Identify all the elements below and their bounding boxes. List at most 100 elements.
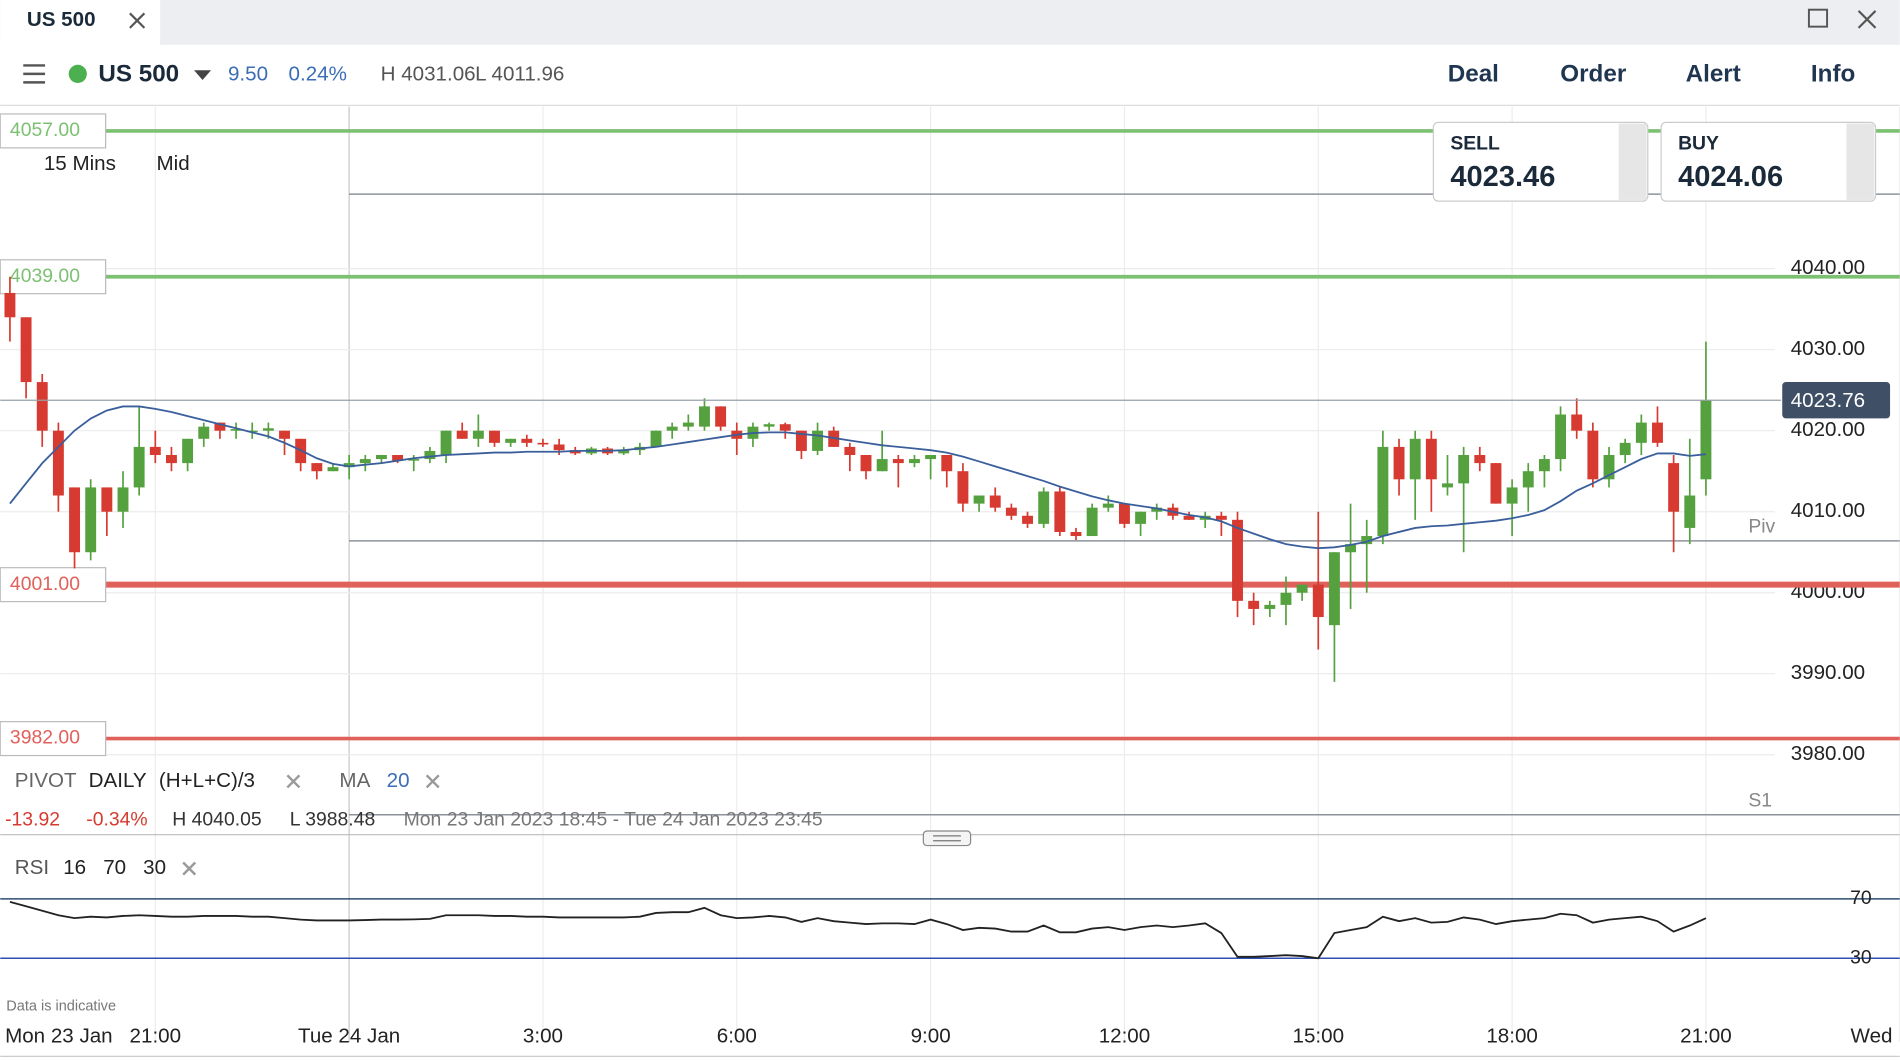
candle-body	[230, 429, 242, 431]
sell-button[interactable]	[1432, 121, 1649, 202]
candle-body	[1264, 604, 1276, 609]
candle-body	[1684, 495, 1696, 528]
range-change: -13.92	[5, 808, 60, 830]
candle-body	[892, 459, 904, 464]
time-axis: 21:00 Tue 24 Jan 3:00 6:00 9:00 12:00 15:00 18:…	[5, 1024, 1892, 1047]
range-dates: Mon 23 Jan 2023 18:45 - Tue 24 Jan 2023 …	[404, 808, 823, 830]
pivot-period: DAILY	[89, 769, 147, 792]
candle-body	[618, 450, 630, 454]
candle-body	[699, 406, 710, 427]
menu-icon[interactable]	[23, 64, 46, 84]
candle-body	[279, 430, 290, 439]
level-label-box[interactable]	[0, 259, 107, 295]
remove-pivot[interactable]	[286, 774, 301, 789]
level-label-box[interactable]	[0, 721, 107, 757]
range-low: L 3988.48	[290, 808, 375, 830]
maximize[interactable]	[1807, 8, 1829, 28]
x-tick-label: Tue 24 Jan	[298, 1024, 400, 1047]
menu-alert[interactable]: Alert	[1686, 60, 1741, 87]
candle-body	[1135, 511, 1147, 524]
candle-body	[343, 463, 355, 468]
price-panel: 3980.003990.004000.004010.004020.004030.…	[0, 106, 1900, 1042]
candle-body	[553, 444, 565, 451]
candle-body	[1700, 400, 1712, 480]
buy-button[interactable]	[1660, 121, 1877, 202]
candle-body	[101, 487, 113, 512]
remove-ma[interactable]	[425, 774, 440, 789]
level-label-box[interactable]	[0, 567, 107, 603]
menu-info[interactable]: Info	[1811, 60, 1855, 87]
candle-body	[1151, 507, 1163, 512]
y-tick-label: 4040.00	[1791, 256, 1865, 279]
grip-lines	[933, 835, 961, 842]
day-low: L 4011.96	[475, 63, 564, 86]
pivot-label: PIVOT	[15, 769, 77, 792]
candle-body	[666, 426, 678, 431]
last-price-label: 4023.76	[1791, 389, 1865, 412]
resize-grip[interactable]	[922, 830, 972, 847]
close-window[interactable]	[1857, 10, 1877, 29]
range-change-pct: -0.34%	[86, 808, 147, 830]
candle-body	[1458, 455, 1470, 484]
candle-body	[763, 424, 775, 427]
interval[interactable]: 15 Mins	[44, 152, 116, 175]
candle-body	[650, 430, 662, 447]
candle-body	[505, 438, 517, 443]
rsi-tick-label: 30	[1850, 946, 1872, 968]
candle-body	[1619, 442, 1631, 456]
candle-body	[1425, 438, 1437, 480]
candle-body	[20, 317, 32, 383]
candle-body	[1555, 414, 1567, 460]
candle-body	[795, 430, 807, 451]
x-tick-label: 9:00	[911, 1024, 951, 1047]
candle-body	[311, 463, 323, 472]
buy-side	[1846, 123, 1875, 200]
remove-rsi[interactable]	[182, 861, 197, 876]
pivot-label: Piv	[1748, 516, 1775, 538]
level-label: 4057.00	[10, 119, 80, 141]
candle-body	[1102, 503, 1114, 508]
candle-body	[472, 430, 484, 439]
candle-body	[1571, 414, 1583, 431]
price-type[interactable]: Mid	[157, 152, 190, 175]
candle-body	[214, 422, 226, 431]
sell-label: SELL	[1450, 132, 1500, 154]
candle-body	[1635, 422, 1647, 443]
candle-body	[1522, 471, 1534, 488]
candle-body	[1183, 515, 1195, 520]
menu-order[interactable]: Order	[1560, 60, 1627, 87]
candle-body	[957, 471, 969, 504]
candle-body	[1587, 430, 1599, 480]
candle-body	[1232, 519, 1243, 601]
x-tick-label: 18:00	[1486, 1024, 1538, 1047]
level-label-box[interactable]	[0, 113, 107, 149]
candle-body	[779, 424, 791, 431]
candle-body	[925, 455, 937, 460]
y-tick-label: 4010.00	[1791, 499, 1865, 522]
menu-deal[interactable]: Deal	[1448, 60, 1499, 87]
instrument[interactable]: US 500	[98, 60, 179, 87]
candle-body	[844, 446, 856, 456]
candle-body	[1506, 487, 1518, 504]
candle-body	[456, 430, 468, 439]
x-tick-label: 3:00	[523, 1024, 563, 1047]
candle-body	[1248, 600, 1260, 609]
instrument-dropdown[interactable]	[194, 70, 212, 80]
candle-body	[375, 455, 387, 460]
candle-body	[989, 495, 1001, 508]
candle-body	[521, 438, 533, 443]
candle-body	[1474, 455, 1486, 464]
change-pct: 0.24%	[289, 63, 347, 86]
candle-body	[1312, 584, 1324, 618]
candle-body	[1280, 592, 1292, 605]
tab[interactable]	[0, 0, 161, 45]
candle-body	[941, 455, 953, 472]
sell-price: 4023.46	[1450, 161, 1555, 193]
candle-body	[392, 455, 404, 461]
candle-body	[1668, 463, 1680, 512]
tab-close[interactable]	[129, 12, 146, 29]
x-tick-label: 12:00	[1099, 1024, 1151, 1047]
ma-label: MA	[339, 769, 370, 792]
candle-body	[1409, 438, 1421, 480]
